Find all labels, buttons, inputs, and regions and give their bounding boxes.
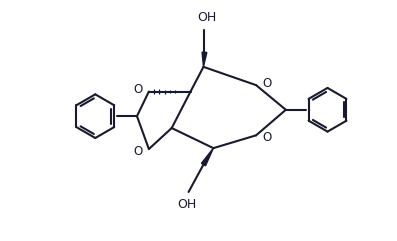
Text: O: O (262, 131, 271, 144)
Text: O: O (134, 145, 143, 158)
Polygon shape (202, 52, 207, 67)
Text: OH: OH (197, 11, 216, 24)
Text: O: O (134, 83, 143, 96)
Text: OH: OH (177, 198, 196, 211)
Polygon shape (201, 148, 214, 166)
Text: O: O (262, 77, 271, 90)
